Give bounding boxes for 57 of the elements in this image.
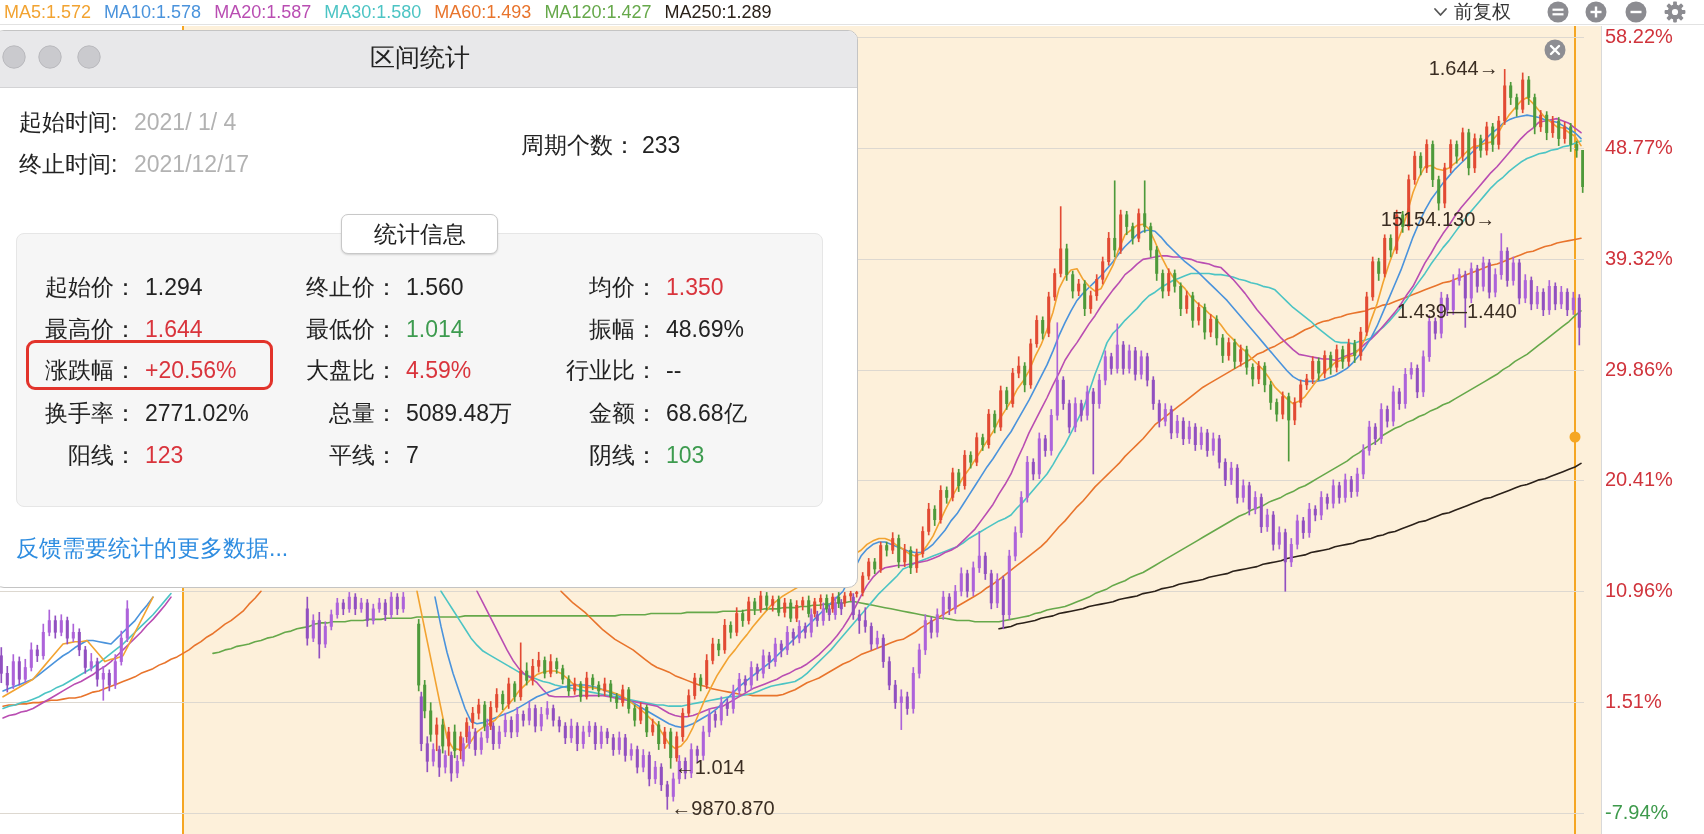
y-tick-label: 39.32%	[1605, 246, 1674, 269]
text: MA10:1.578	[104, 1, 202, 23]
annotation: 金额：	[589, 398, 658, 428]
annotation: --	[666, 355, 682, 385]
annotation: 大盘比：	[306, 355, 398, 385]
annotation: 1.294	[145, 272, 203, 302]
y-tick-label: 20.41%	[1605, 468, 1674, 491]
annotation: 2021/12/17	[134, 149, 250, 179]
y-tick-label: 58.22%	[1605, 25, 1674, 48]
y-tick-label: 29.86%	[1605, 357, 1674, 380]
annotation: 2771.02%	[145, 398, 249, 428]
annotation: 周期个数：	[521, 130, 636, 160]
annotation: 2021/ 1/ 4	[134, 107, 237, 137]
annotation: +20.56%	[145, 355, 237, 385]
annotation: 103	[666, 440, 705, 470]
text: MA5:1.572	[4, 1, 92, 23]
annotation: 最高价：	[45, 314, 137, 344]
y-tick-label: 48.77%	[1605, 135, 1674, 158]
text: 前复权	[1454, 0, 1511, 24]
text: MA250:1.289	[664, 1, 772, 23]
annotation: 1.560	[406, 272, 464, 302]
text: MA30:1.580	[324, 1, 422, 23]
annotation: ←9870.870	[671, 796, 775, 819]
annotation: 1.350	[666, 272, 724, 302]
annotation: 终止价：	[306, 272, 398, 302]
annotation: 平线：	[329, 440, 398, 470]
annotation: 1.644→	[1428, 56, 1499, 79]
annotation: 7	[406, 440, 419, 470]
annotation: 68.68亿	[666, 398, 747, 428]
annotation: 行业比：	[566, 355, 658, 385]
annotation: 统计信息	[374, 219, 466, 249]
annotation: 涨跌幅：	[45, 355, 137, 385]
annotation: 反馈需要统计的更多数据...	[16, 533, 289, 563]
annotation: 均价：	[589, 272, 658, 302]
annotation: 总量：	[329, 398, 398, 428]
annotation: 1.014	[406, 314, 464, 344]
annotation: 5089.48万	[406, 398, 513, 428]
text: MA120:1.427	[544, 1, 652, 23]
text: 区间统计	[370, 42, 470, 74]
annotation: 最低价：	[306, 314, 398, 344]
annotation: 阴线：	[589, 440, 658, 470]
annotation: 123	[145, 440, 184, 470]
y-tick-label: -7.94%	[1605, 800, 1669, 823]
annotation: 振幅：	[589, 314, 658, 344]
annotation: 换手率：	[45, 398, 137, 428]
annotation: 阳线：	[68, 440, 137, 470]
text: MA20:1.587	[214, 1, 312, 23]
annotation: 233	[642, 130, 681, 160]
y-tick-label: 10.96%	[1605, 579, 1674, 602]
annotation: 1.644	[145, 314, 203, 344]
annotation: 起始价：	[45, 272, 137, 302]
annotation: 起始时间:	[19, 107, 118, 137]
annotation: 终止时间:	[19, 149, 118, 179]
annotation: 4.59%	[406, 355, 472, 385]
annotation: 48.69%	[666, 314, 745, 344]
y-tick-label: 1.51%	[1605, 690, 1662, 713]
text: MA60:1.493	[434, 1, 532, 23]
